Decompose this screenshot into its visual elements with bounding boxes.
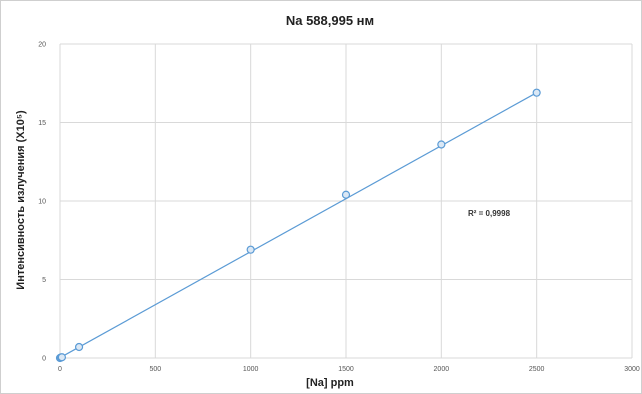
grid — [59, 43, 633, 359]
x-tick-label: 2500 — [529, 366, 545, 373]
r-squared-annotation: R² = 0,9998 — [468, 209, 511, 218]
x-tick-label: 0 — [58, 366, 62, 373]
x-axis-label: [Na] ppm — [306, 377, 354, 389]
y-tick-label: 10 — [38, 199, 46, 206]
data-point — [437, 140, 446, 149]
data-point — [341, 190, 351, 199]
x-tick-label: 1500 — [338, 366, 354, 373]
y-tick-label: 20 — [38, 42, 46, 49]
data-points — [55, 88, 541, 363]
chart-title: Na 588,995 нм — [286, 13, 374, 28]
y-tick-label: 15 — [38, 120, 46, 127]
x-tick-label: 1000 — [243, 366, 259, 373]
trendline-layer — [59, 92, 537, 359]
data-point — [57, 353, 67, 362]
x-tick-label: 500 — [149, 366, 161, 373]
x-tick-label: 3000 — [624, 366, 640, 373]
x-tick-label: 2000 — [434, 366, 450, 373]
data-point — [532, 88, 541, 97]
y-tick-label: 0 — [42, 356, 46, 363]
data-point — [74, 342, 84, 352]
trendline — [59, 92, 537, 359]
x-tick-labels: 0 500 1000 1500 2000 2500 3000 — [58, 366, 640, 373]
y-tick-label: 5 — [42, 277, 46, 284]
data-point — [246, 245, 255, 254]
y-axis-label: Интенсивность излучения (X10⁵) — [15, 110, 27, 290]
y-tick-labels: 0 5 10 15 20 — [38, 42, 46, 363]
